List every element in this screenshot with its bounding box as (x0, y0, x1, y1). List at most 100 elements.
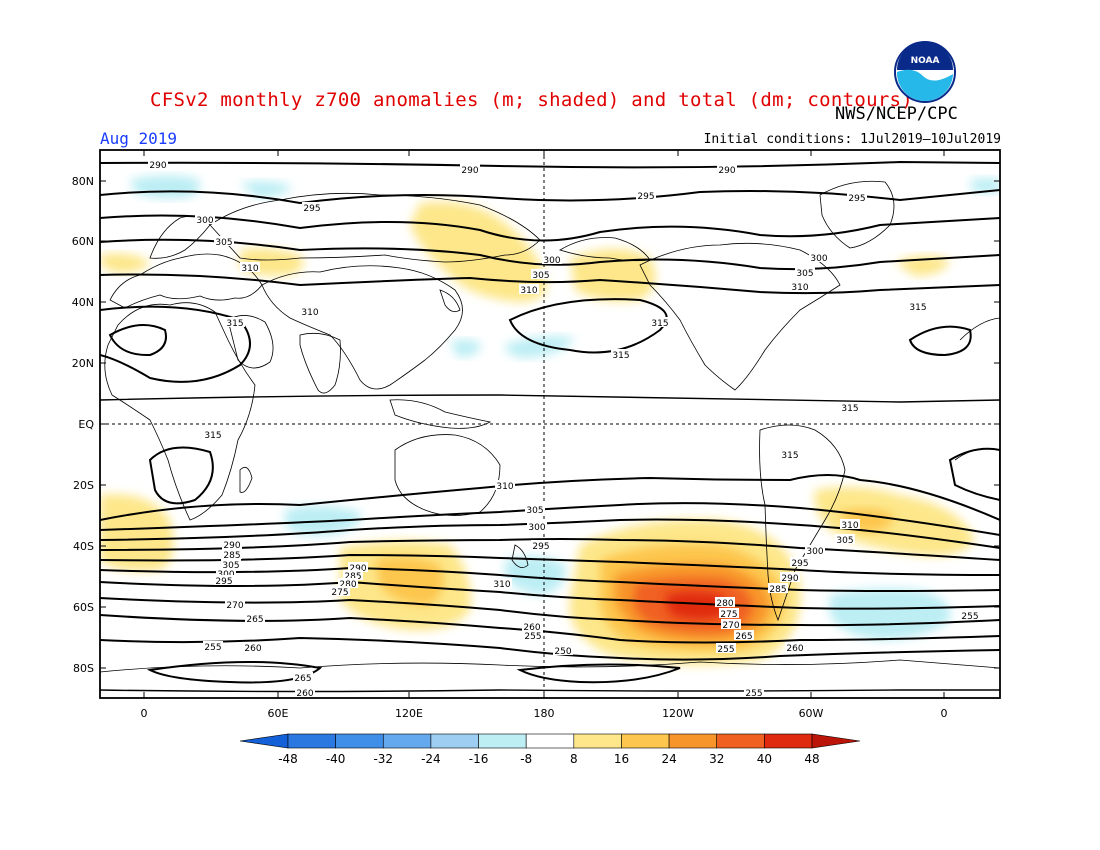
colorbar-segment (382, 733, 432, 749)
contour-label-bg (221, 559, 241, 569)
latitude-axis: 80N 60N 40N 20N EQ 20S 40S 60S 80S (72, 175, 1000, 675)
contour-label: 250 (554, 647, 571, 657)
contour-label-bg (790, 557, 810, 567)
contour-label: 305 (526, 506, 543, 516)
contour-label-bg (492, 578, 512, 588)
contour-line (100, 636, 1000, 661)
contour-label: 310 (241, 264, 258, 274)
colorbar-segment (430, 733, 479, 749)
colorbar-label: 24 (661, 752, 676, 766)
colorbar-segment (239, 733, 289, 749)
contour-label-bg (531, 540, 551, 550)
lat-label: 40S (73, 540, 94, 553)
contour-label-bg (780, 449, 800, 459)
lat-label: 80S (73, 662, 94, 675)
coastline-madagascar (239, 466, 253, 493)
contour-label-bg (222, 539, 242, 549)
contour-label-bg (715, 597, 735, 607)
contour-label: 275 (331, 588, 348, 598)
contour-label-bg (960, 610, 980, 620)
coastline-india (299, 332, 341, 394)
contour-line (100, 689, 1000, 693)
contour-label: 280 (339, 580, 356, 590)
contour-line (100, 160, 1000, 169)
lat-label: 60N (72, 235, 94, 248)
contour-label-bg (225, 599, 245, 609)
anomaly-region (570, 249, 656, 302)
contour-label-bg (805, 545, 825, 555)
colorbar-segment (478, 733, 527, 749)
contour-label-bg (148, 159, 168, 169)
contour-label: 295 (532, 542, 549, 552)
coastline-siberia (209, 192, 541, 263)
coastline-antarctica (100, 659, 1000, 673)
contour-label: 310 (496, 482, 513, 492)
contour-label: 315 (226, 319, 243, 329)
contour-label: 310 (493, 580, 510, 590)
contour-line (908, 325, 972, 357)
contour-line (100, 189, 1000, 205)
contour-line (100, 394, 1000, 403)
contour-line (100, 305, 251, 383)
contour-label-bg (216, 568, 236, 578)
contour-label-bg (495, 480, 515, 490)
contour-label-bg (460, 164, 480, 174)
contour-label: 270 (722, 621, 739, 631)
colorbar-segment (621, 733, 670, 749)
contour-label-bg (240, 262, 260, 272)
contour-line (100, 566, 1000, 592)
contour-label-bg (214, 575, 234, 585)
contour-line (100, 474, 1000, 521)
contour-line (508, 298, 668, 354)
lon-label: 120W (662, 707, 694, 720)
contour-label-bg (243, 642, 263, 652)
contour-label: 290 (718, 166, 735, 176)
contour-line (516, 663, 681, 684)
contour-label-bg (195, 214, 215, 224)
contour-label: 310 (791, 283, 808, 293)
contour-label: 300 (528, 523, 545, 533)
contour-label: 260 (296, 689, 313, 699)
contour-line (148, 446, 214, 505)
coastline-asia (261, 265, 463, 390)
contour-label: 290 (461, 166, 478, 176)
contour-label: 300 (810, 254, 827, 264)
contour-label: 315 (612, 351, 629, 361)
contour-label: 255 (717, 645, 734, 655)
anomaly-region (830, 588, 951, 640)
contour-label: 295 (791, 559, 808, 569)
contour-label: 285 (769, 585, 786, 595)
contour-label-bg (531, 269, 551, 279)
contour-label: 290 (149, 161, 166, 171)
anomaly-region (970, 178, 1000, 194)
contour-line (100, 238, 1000, 271)
colorbar-label: 48 (804, 752, 819, 766)
anomaly-region (100, 253, 150, 273)
organization-label: NWS/NCEP/CPC (835, 104, 958, 124)
coastline-australia (394, 434, 501, 516)
colorbar-segment (811, 733, 861, 749)
contour-label: 310 (841, 521, 858, 531)
coastline-japan (439, 289, 461, 313)
contour-line (100, 580, 1000, 610)
anomaly-region (450, 339, 482, 358)
anomaly-region (665, 591, 728, 620)
contour-line (108, 324, 167, 357)
contour-label-bg (302, 202, 322, 212)
colorbar-label: -16 (469, 752, 489, 766)
colorbar-label: 8 (570, 752, 578, 766)
coastline-indonesia (389, 399, 492, 429)
contour-label: 280 (716, 599, 733, 609)
contour-label: 300 (543, 256, 560, 266)
lat-label: 80N (72, 175, 94, 188)
contour-label-bg (908, 301, 928, 311)
contour-label-bg (542, 254, 562, 264)
contour-label-bg (523, 630, 543, 640)
contour-label-bg (553, 645, 573, 655)
contour-label-bg (716, 643, 736, 653)
contour-label: 305 (532, 271, 549, 281)
contour-label-bg (835, 534, 855, 544)
contour-label: 305 (215, 238, 232, 248)
contour-label-bg (717, 164, 737, 174)
